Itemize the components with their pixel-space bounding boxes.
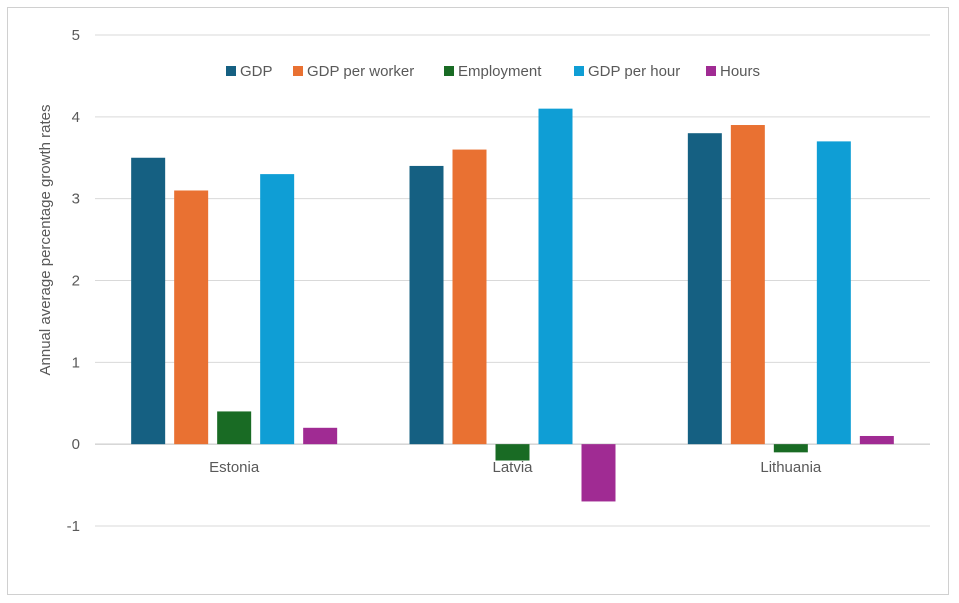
bar-gdp [131,157,166,445]
bar-gdp [687,133,722,445]
bar-gdp-per-hour [538,108,573,445]
y-tick-label: 0 [72,436,80,453]
x-tick-label: Lithuania [760,459,822,476]
legend-label: GDP per worker [307,63,414,80]
legend-swatch [574,66,584,76]
x-tick-label: Latvia [492,459,533,476]
legend-swatch [444,66,454,76]
legend-swatch [226,66,236,76]
bar-gdp-per-hour [260,174,295,445]
bar-gdp-per-hour [816,141,851,445]
legend-label: Employment [458,63,542,80]
bar-gdp-per-worker [452,149,487,445]
legend-swatch [293,66,303,76]
chart-frame [7,7,949,595]
x-tick-label: Estonia [209,459,260,476]
legend-label: GDP [240,63,273,80]
bar-employment [217,411,252,445]
bar-gdp-per-worker [174,190,209,445]
bar-hours [581,444,616,502]
legend-label: Hours [720,63,760,80]
y-tick-label: 3 [72,191,80,208]
legend-label: GDP per hour [588,63,680,80]
legend-swatch [706,66,716,76]
bar-gdp-per-worker [730,125,765,445]
bar-hours [303,427,338,445]
bar-hours [859,435,894,445]
y-tick-label: 1 [72,354,80,371]
bar-employment [773,444,808,453]
bar-gdp [409,165,444,445]
y-tick-label: 2 [72,273,80,290]
y-tick-label: -1 [67,518,80,535]
y-axis-label: Annual average percentage growth rates [37,104,54,375]
y-tick-label: 4 [72,109,80,126]
bar-employment [495,444,530,461]
y-tick-label: 5 [72,27,80,44]
